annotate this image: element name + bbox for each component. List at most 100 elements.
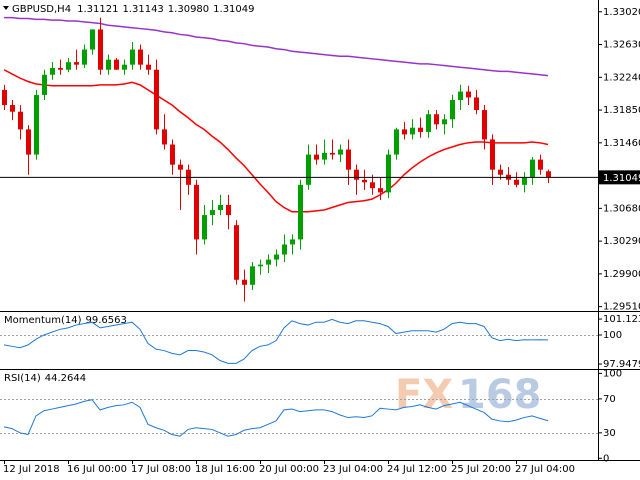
candle-body xyxy=(474,97,479,111)
moving-average xyxy=(3,69,549,213)
close-label: 1.31049 xyxy=(213,4,254,15)
candle-body xyxy=(450,99,455,120)
candle-body xyxy=(202,215,207,240)
candle-body xyxy=(418,127,423,132)
y-tick-label: 1.31460 xyxy=(603,138,640,149)
candle-body xyxy=(82,49,87,65)
candle-body xyxy=(138,49,143,65)
candle-body xyxy=(18,111,23,130)
candle-body xyxy=(170,144,175,165)
y-tick-label: 1.29510 xyxy=(603,302,640,313)
candle-body xyxy=(226,204,231,216)
candle-body xyxy=(290,239,295,245)
y-tick-label: 101.1232 xyxy=(603,314,640,325)
candle-body xyxy=(538,159,543,170)
indicator-name: RSI(14) xyxy=(4,373,41,384)
candle-body xyxy=(194,184,199,240)
high-label: 1.31143 xyxy=(122,4,163,15)
candle-body xyxy=(426,114,431,132)
candle-body xyxy=(10,105,15,112)
symbol: GBPUSD,H4 xyxy=(12,4,71,15)
open-label: 1.31121 xyxy=(77,4,118,15)
candle-body xyxy=(154,69,159,130)
candle-body xyxy=(50,68,55,75)
candle-body xyxy=(58,68,63,70)
candle-body xyxy=(394,129,399,155)
candle-body xyxy=(258,264,263,267)
candle-body xyxy=(498,169,503,175)
x-tick-label: 25 Jul 20:00 xyxy=(451,464,511,475)
candle-body xyxy=(298,184,303,240)
candle-body xyxy=(322,152,327,160)
candle-body xyxy=(98,29,103,70)
candle-body xyxy=(266,259,271,265)
y-tick-label: 30 xyxy=(603,428,616,439)
candle-body xyxy=(410,127,415,135)
candle-body xyxy=(530,159,535,178)
indicator-line xyxy=(3,318,549,364)
candle-body xyxy=(546,171,551,178)
candle-body xyxy=(130,49,135,65)
candle-body xyxy=(458,91,463,100)
candle-body xyxy=(370,182,375,189)
candle-body xyxy=(146,64,151,70)
candle-body xyxy=(490,139,495,170)
candle-body xyxy=(442,119,447,125)
candle-body xyxy=(34,94,39,155)
x-tick-label: 17 Jul 08:00 xyxy=(131,464,191,475)
candle-body xyxy=(242,279,247,285)
candle-body xyxy=(514,179,519,185)
candle-body xyxy=(330,152,335,155)
x-tick-label: 24 Jul 12:00 xyxy=(387,464,447,475)
indicator-line xyxy=(3,399,549,437)
indicator-value: 99.6563 xyxy=(86,315,127,326)
y-tick-label: 1.32240 xyxy=(603,72,640,83)
candle-body xyxy=(218,204,223,211)
rsi-title: RSI(14) 44.2644 xyxy=(4,373,86,384)
y-tick-label: 1.29900 xyxy=(603,269,640,280)
candle-body xyxy=(42,74,47,95)
y-tick-label: 1.33020 xyxy=(603,7,640,18)
y-tick-label: 1.32630 xyxy=(603,40,640,51)
candle-body xyxy=(274,254,279,260)
candle-body xyxy=(482,110,487,140)
candle-body xyxy=(90,29,95,50)
y-tick-label: 0 xyxy=(603,453,609,464)
candle-body xyxy=(354,169,359,180)
candle-body xyxy=(2,89,7,106)
collapse-arrow xyxy=(3,6,9,10)
last-price-label: 1.31049 xyxy=(603,173,640,184)
candle-body xyxy=(378,188,383,193)
candle-body xyxy=(250,266,255,285)
y-tick-label: 1.31850 xyxy=(603,105,640,116)
candle-body xyxy=(66,62,71,70)
y-tick-label: 100 xyxy=(603,330,622,341)
y-tick-label: 1.30680 xyxy=(603,203,640,214)
x-tick-label: 20 Jul 00:00 xyxy=(259,464,319,475)
x-tick-label: 23 Jul 04:00 xyxy=(323,464,383,475)
candle-body xyxy=(210,210,215,216)
low-label: 1.30980 xyxy=(168,4,209,15)
candle-body xyxy=(74,62,79,65)
candle-body xyxy=(122,64,127,70)
candle-body xyxy=(338,149,343,155)
candle-body xyxy=(466,91,471,98)
candle-body xyxy=(162,129,167,145)
y-tick-label: 97.9479 xyxy=(603,359,640,370)
indicator-value: 44.2644 xyxy=(45,373,86,384)
y-tick-label: 1.30290 xyxy=(603,236,640,247)
chart-header: GBPUSD,H4 1.31121 1.31143 1.30980 1.31049 xyxy=(12,4,255,15)
candle-body xyxy=(282,244,287,255)
candle-body xyxy=(26,129,31,155)
candle-body xyxy=(314,154,319,160)
frame xyxy=(0,0,640,461)
candle-body xyxy=(106,59,111,70)
y-tick-label: 70 xyxy=(603,394,616,405)
candle-body xyxy=(434,114,439,125)
momentum-title: Momentum(14) 99.6563 xyxy=(4,315,127,326)
x-tick-label: 27 Jul 04:00 xyxy=(515,464,575,475)
candle-body xyxy=(234,225,239,280)
indicator-name: Momentum(14) xyxy=(4,315,82,326)
